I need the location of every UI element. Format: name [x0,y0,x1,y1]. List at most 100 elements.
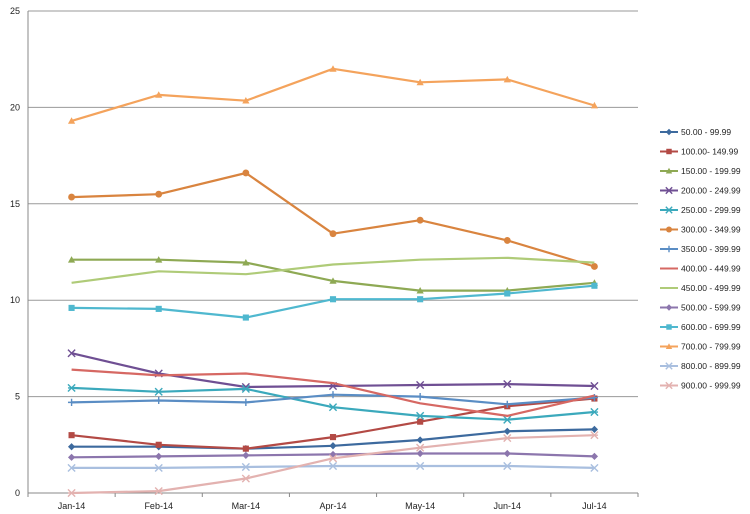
series-11 [67,65,599,124]
data-point [67,256,76,263]
data-point [155,190,163,198]
legend-item: 350.00 - 399.99 [660,244,741,254]
data-point [67,398,76,406]
data-point [665,304,673,311]
data-point [665,381,673,390]
x-tick-label: Jul-14 [582,501,607,511]
y-tick-label: 5 [15,392,20,402]
data-point [329,230,337,238]
data-point [416,461,425,471]
data-point [242,445,249,452]
data-point [416,286,424,294]
y-tick-label: 25 [10,6,20,16]
x-tick-label: Mar-14 [232,501,261,511]
data-point [242,314,249,321]
data-point [416,380,425,390]
legend-label: 500.00 - 599.99 [681,303,741,313]
data-point [503,427,511,435]
data-point [68,432,75,439]
data-point [67,443,76,451]
legend-label: 250.00 - 299.99 [681,205,741,215]
data-point [67,383,76,393]
data-point [242,97,250,104]
series-8 [71,256,595,284]
data-point [665,186,673,195]
y-tick-label: 15 [10,199,20,209]
data-point [242,259,250,266]
legend-item: 900.00 - 999.99 [660,381,741,391]
legend-label: 350.00 - 399.99 [681,244,741,254]
data-point [155,441,162,448]
data-point [416,411,425,420]
legend-item: 500.00 - 599.99 [660,303,741,313]
data-point [328,461,338,471]
data-point [665,226,673,233]
data-point [67,463,76,473]
data-point [503,433,512,443]
data-point [329,65,337,72]
data-point [416,436,424,444]
legend-label: 300.00 - 349.99 [681,225,741,235]
data-point [416,78,424,86]
series-line [71,67,595,122]
series-line [71,368,595,417]
data-point [155,452,163,460]
data-point [155,305,162,312]
data-point [666,324,672,330]
data-point [503,237,511,244]
data-point [590,407,599,417]
data-point [665,128,673,136]
series-10 [68,282,598,321]
data-point [416,216,424,224]
series-3 [67,349,599,392]
series-4 [67,383,599,424]
legend-item: 400.00 - 449.99 [660,264,741,274]
legend-item: 450.00 - 499.99 [660,283,741,293]
legend-item: 100.00- 149.99 [660,147,738,157]
legend-label: 700.00 - 799.99 [681,342,741,352]
series-6 [67,391,599,408]
data-point [68,304,75,311]
data-point [155,91,163,98]
x-tick-label: May-14 [405,501,435,511]
data-point [416,449,424,458]
data-point [503,75,511,83]
data-point [665,167,673,174]
legend-label: 400.00 - 449.99 [681,264,741,274]
data-point [241,462,250,472]
data-point [67,117,76,124]
series-group [67,65,599,498]
legend-label: 450.00 - 499.99 [681,283,741,293]
data-point [591,282,598,289]
legend-label: 100.00- 149.99 [681,147,738,157]
series-13 [67,431,599,498]
series-line [71,171,595,268]
x-tick-label: Feb-14 [144,501,173,511]
data-point [503,461,512,471]
data-point [590,431,599,440]
data-point [503,379,512,389]
series-2 [67,256,599,294]
legend-label: 50.00 - 99.99 [681,127,731,137]
data-point [329,296,337,303]
data-point [590,381,599,391]
y-axis: 0 5 10 15 20 25 [10,6,29,498]
data-point [665,206,673,214]
data-point [417,418,424,425]
x-axis: Jan-14 Feb-14 Mar-14 Apr-14 May-14 Jun-14 Jul-… [27,493,639,511]
data-point [329,391,337,399]
series-12 [67,461,599,473]
data-point [329,434,337,441]
data-point [154,486,163,496]
data-point [590,393,599,402]
data-point [416,443,425,452]
data-point [67,349,76,358]
data-point [416,393,424,401]
data-point [590,101,599,109]
legend-item: 50.00 - 99.99 [660,127,731,137]
legend-label: 150.00 - 199.99 [681,166,741,176]
legend-label: 600.00 - 699.99 [681,322,741,332]
data-point [241,474,250,483]
data-point [155,256,163,263]
